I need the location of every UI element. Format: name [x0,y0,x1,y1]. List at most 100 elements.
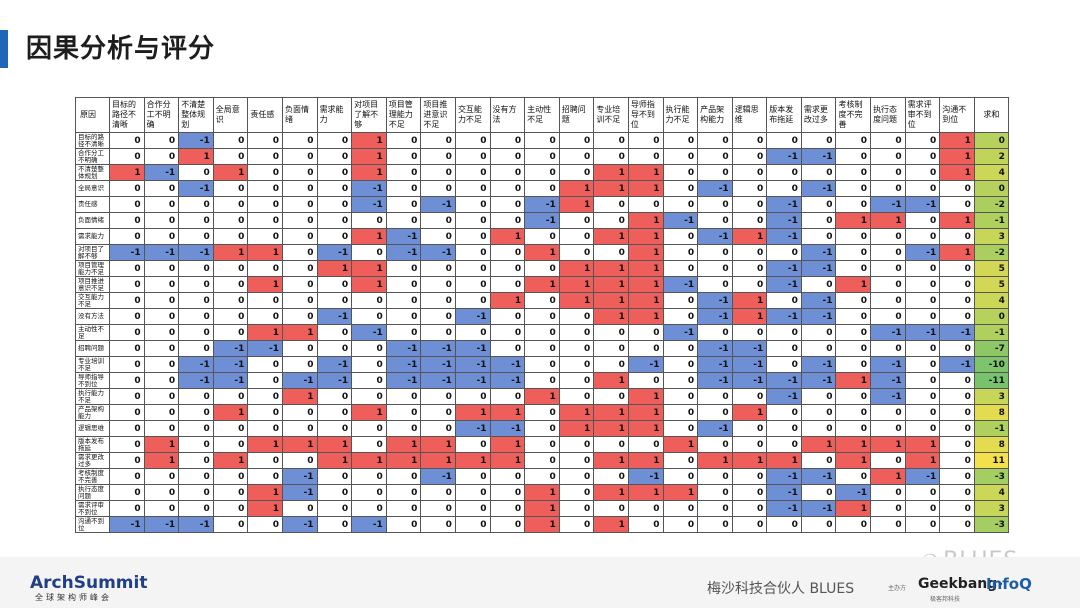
matrix-cell: 0 [212,212,249,229]
matrix-cell: 0 [558,516,595,533]
matrix-cell: 0 [766,420,802,437]
matrix-cell: -1 [766,212,802,229]
matrix-cell: 0 [385,164,422,181]
matrix-cell: 1 [489,228,526,245]
matrix-cell: 0 [939,196,975,213]
matrix-cell: 0 [627,372,664,389]
matrix-cell: -1 [212,340,249,357]
matrix-cell: 0 [524,228,560,245]
sum-header: 求和 [973,97,1009,133]
matrix-cell: 0 [662,132,699,149]
matrix-cell: 0 [870,244,906,261]
matrix-cell: 0 [316,324,353,341]
matrix-cell: 0 [247,404,283,421]
row-label: 需求评审不到位 [75,500,110,517]
matrix-cell: 0 [109,180,145,197]
matrix-cell: 0 [316,164,353,181]
matrix-cell: 0 [143,148,180,165]
matrix-cell: 1 [316,452,353,469]
matrix-cell: 0 [662,468,699,485]
row-label: 版本发布拖延 [75,436,110,453]
matrix-cell: 0 [800,340,837,357]
matrix-cell: 0 [939,276,975,293]
matrix-cell: 0 [593,340,629,357]
matrix-cell: 0 [351,212,387,229]
matrix-cell: 0 [109,324,145,341]
matrix-cell: 0 [316,196,353,213]
matrix-cell: 1 [351,164,387,181]
matrix-cell: 0 [420,404,456,421]
table-row: 主动性不足 0 0 0 0 1 1 0 -1 0 0 0 0 0 0 0 0 -1 0 0 0 0 0 -1 -1 -1 -1 [75,324,1009,341]
sum-cell: -3 [973,468,1009,485]
matrix-cell: 1 [281,436,318,453]
matrix-cell: 0 [662,516,699,533]
row-label: 沟通不到位 [75,516,110,533]
matrix-cell: 0 [731,132,768,149]
sum-cell: -1 [973,212,1009,229]
matrix-cell: 0 [212,324,249,341]
matrix-cell: 0 [558,468,595,485]
matrix-cell: 0 [870,500,906,517]
matrix-cell: 0 [247,452,283,469]
matrix-cell: 0 [835,132,872,149]
column-header: 责任感 [247,97,283,133]
matrix-cell: 1 [731,228,768,245]
matrix-cell: 1 [109,164,145,181]
matrix-cell: 0 [697,516,733,533]
matrix-cell: 0 [904,148,941,165]
matrix-cell: 0 [835,260,872,277]
matrix-cell: 0 [697,388,733,405]
matrix-cell: -1 [178,372,214,389]
matrix-cell: 0 [731,388,768,405]
matrix-cell: -1 [351,196,387,213]
matrix-cell: 0 [904,372,941,389]
matrix-cell: 0 [247,420,283,437]
matrix-cell: 0 [454,212,491,229]
matrix-cell: 1 [143,436,180,453]
slide-title: 因果分析与评分 [26,34,216,64]
table-row: 全局意识 0 0 -1 0 0 0 0 -1 0 0 0 0 0 1 1 1 0 -1 0 0 -1 0 0 0 0 0 [75,180,1009,197]
matrix-cell: 1 [627,180,664,197]
matrix-cell: 1 [247,500,283,517]
matrix-cell: 0 [558,372,595,389]
column-header: 招聘问题 [558,97,595,133]
matrix-cell: 0 [558,388,595,405]
sum-cell: 2 [973,148,1009,165]
matrix-cell: 0 [904,404,941,421]
matrix-cell: 0 [351,484,387,501]
column-header: 需求更改过多 [800,97,837,133]
matrix-cell: 0 [697,164,733,181]
matrix-cell: 0 [420,516,456,533]
row-label: 导师指导不到位 [75,372,110,389]
column-header: 主动性不足 [524,97,560,133]
table-row: 执行态度问题 0 0 0 0 1 -1 0 0 0 0 0 0 1 0 1 1 1 0 0 -1 0 -1 0 0 0 4 [75,484,1009,501]
matrix-cell: 0 [351,388,387,405]
matrix-cell: 0 [731,148,768,165]
matrix-cell: 1 [627,164,664,181]
matrix-cell: 1 [524,244,560,261]
matrix-cell: 1 [351,132,387,149]
matrix-cell: 0 [489,500,526,517]
matrix-cell: -1 [766,148,802,165]
matrix-cell: -1 [281,484,318,501]
matrix-cell: 0 [212,228,249,245]
matrix-cell: 0 [558,148,595,165]
matrix-cell: 0 [662,356,699,373]
matrix-cell: 1 [420,452,456,469]
matrix-cell: -1 [178,132,214,149]
column-header: 项目管理能力不足 [385,97,422,133]
matrix-cell: 1 [212,244,249,261]
matrix-cell: -1 [800,148,837,165]
matrix-cell: -1 [281,516,318,533]
matrix-cell: -1 [627,356,664,373]
matrix-cell: -1 [697,228,733,245]
matrix-cell: 1 [454,452,491,469]
table-row: 导师指导不到位 0 0 -1 -1 0 -1 -1 0 -1 -1 -1 -1 0 0 1 0 0 -1 -1 -1 -1… [75,372,1009,389]
matrix-cell: -1 [420,196,456,213]
matrix-cell: 0 [281,260,318,277]
matrix-cell: 0 [316,404,353,421]
matrix-cell: 0 [870,228,906,245]
matrix-cell: 0 [697,436,733,453]
matrix-cell: 0 [766,132,802,149]
matrix-cell: 0 [247,260,283,277]
